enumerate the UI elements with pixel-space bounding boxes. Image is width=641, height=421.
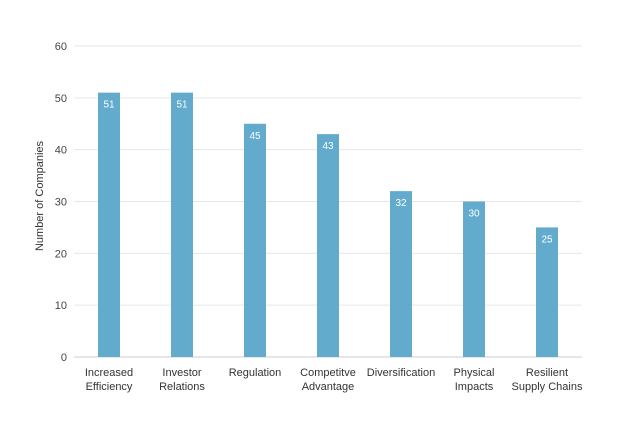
x-category-label: Increased xyxy=(85,367,133,379)
y-tick-label: 30 xyxy=(55,197,67,209)
bar-value-label: 30 xyxy=(468,209,480,220)
x-category-label: Physical xyxy=(454,367,495,379)
bar-value-label: 43 xyxy=(322,141,334,152)
bar xyxy=(244,123,266,357)
x-category-label: Resilient xyxy=(526,367,568,379)
bar-value-label: 25 xyxy=(541,234,553,245)
bar xyxy=(98,92,120,358)
y-axis-title: Number of Companies xyxy=(34,140,46,251)
y-tick-label: 40 xyxy=(55,145,67,157)
y-axis-ticks: 0 10 20 30 40 50 60 xyxy=(55,41,67,364)
bar-value-label: 45 xyxy=(249,131,261,142)
bar xyxy=(171,92,193,358)
y-tick-label: 10 xyxy=(55,300,67,312)
bar-value-label: 32 xyxy=(395,198,407,209)
x-axis-categories: Increased Efficiency Investor Relations Regu… xyxy=(85,367,583,393)
y-tick-label: 60 xyxy=(55,41,67,53)
bar xyxy=(536,227,558,357)
bar-value-label: 51 xyxy=(176,100,188,111)
data-labels: 51 51 45 43 32 30 25 xyxy=(103,100,553,246)
y-tick-label: 50 xyxy=(55,93,67,105)
bar xyxy=(390,191,412,357)
x-category-label: Competitve xyxy=(300,367,356,379)
x-category-label: Efficiency xyxy=(86,381,133,393)
bar-value-label: 51 xyxy=(103,100,115,111)
y-tick-label: 20 xyxy=(55,248,67,260)
x-category-label: Investor xyxy=(162,367,201,379)
y-tick-label: 0 xyxy=(61,352,67,364)
bar xyxy=(463,201,485,357)
bars xyxy=(98,92,558,358)
x-category-label: Supply Chains xyxy=(512,381,583,393)
x-category-label: Relations xyxy=(159,381,205,393)
x-category-label: Diversification xyxy=(367,367,435,379)
x-category-label: Impacts xyxy=(455,381,494,393)
x-category-label: Regulation xyxy=(229,367,282,379)
bar xyxy=(317,134,339,357)
x-category-label: Advantage xyxy=(302,381,355,393)
